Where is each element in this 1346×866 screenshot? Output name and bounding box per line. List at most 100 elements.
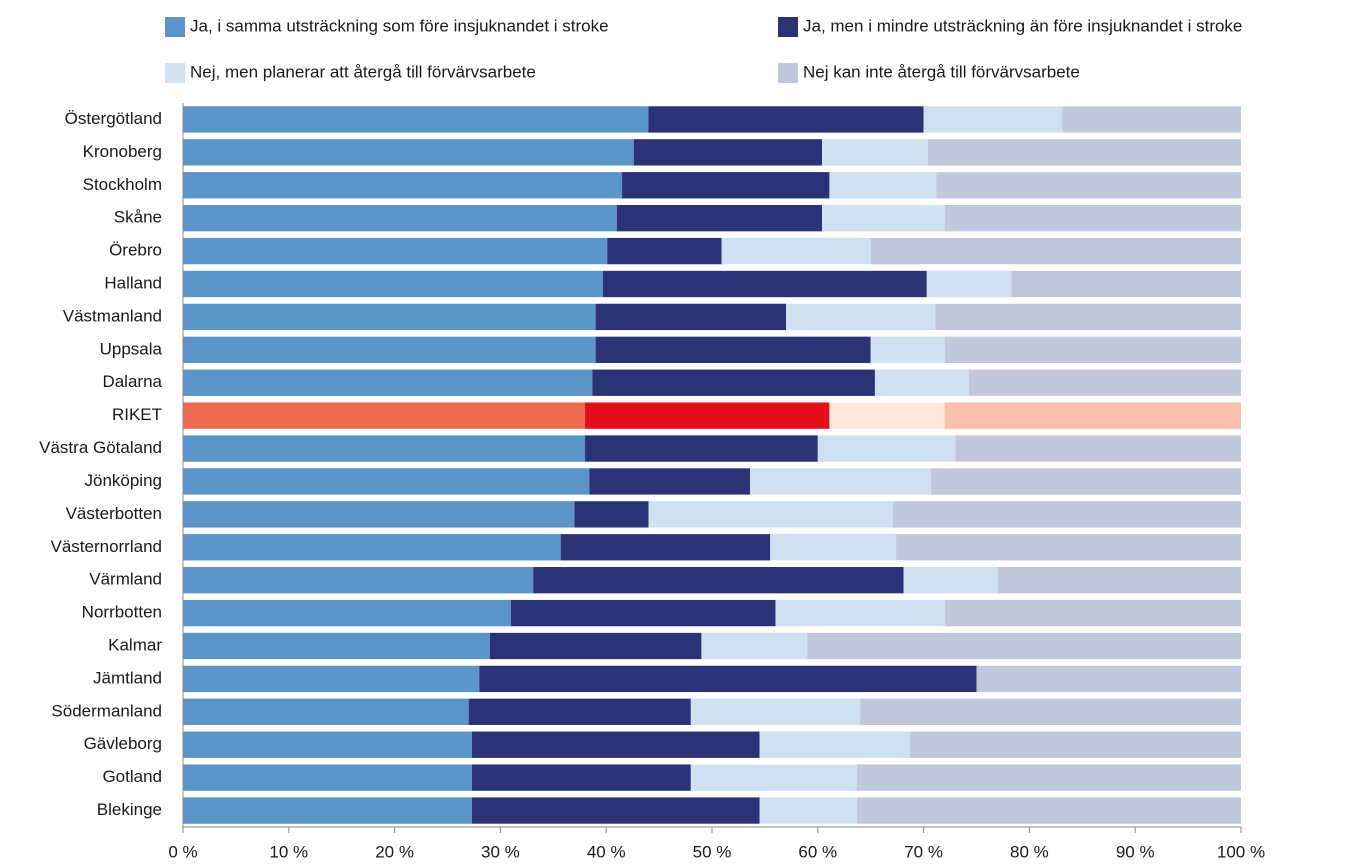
bar-segment — [648, 106, 924, 133]
bar-segment — [903, 567, 998, 594]
y-tick-label: Gotland — [102, 767, 162, 786]
y-tick-label: Västernorrland — [50, 537, 162, 556]
bar-segment — [944, 599, 1241, 627]
legend-label: Ja, i samma utsträckning som före insjuk… — [190, 16, 609, 35]
y-tick-label: Västmanland — [63, 306, 162, 325]
bar-segment — [874, 369, 970, 396]
bar-segment — [183, 237, 608, 265]
bar-segment — [829, 172, 937, 199]
x-tick-label: 70 % — [904, 842, 943, 861]
bar-segment — [183, 501, 575, 528]
bar-segment — [786, 303, 936, 331]
x-tick-label: 100 % — [1217, 842, 1265, 861]
bar-segment — [721, 237, 871, 265]
bar-segment — [183, 369, 593, 396]
bar-segment — [896, 534, 1241, 561]
y-tick-label: Jönköping — [84, 471, 162, 490]
x-tick-label: 30 % — [481, 842, 520, 861]
y-tick-label: Stockholm — [83, 175, 162, 194]
bar-segment — [616, 205, 823, 232]
bar-segment — [471, 731, 760, 758]
x-tick-label: 20 % — [375, 842, 414, 861]
bar-segment — [183, 303, 596, 331]
x-tick-label: 50 % — [693, 842, 732, 861]
bar-segment — [183, 270, 604, 298]
bar-segment — [829, 402, 945, 429]
y-tick-label: Östergötland — [65, 109, 162, 128]
y-tick-label: Värmland — [89, 570, 162, 589]
y-tick-label: Blekinge — [97, 800, 162, 819]
bar-segment — [892, 501, 1241, 528]
bar-segment — [944, 205, 1241, 232]
bar-segment — [489, 632, 702, 660]
bar-segment — [931, 468, 1241, 495]
y-tick-label: Gävleborg — [84, 734, 162, 753]
bar-segment — [183, 172, 623, 199]
bar-segment — [969, 369, 1241, 396]
y-tick-label: Kalmar — [108, 635, 162, 654]
bar-segment — [183, 764, 472, 791]
x-tick-label: 60 % — [798, 842, 837, 861]
bar-segment — [822, 139, 928, 166]
y-tick-label: Skåne — [114, 208, 162, 227]
bar-segment — [603, 270, 927, 298]
bar-segment — [533, 567, 904, 594]
bar-segment — [955, 435, 1241, 462]
bar-segment — [183, 435, 586, 462]
bar-segment — [595, 303, 787, 331]
y-tick-label: Västerbotten — [66, 504, 162, 523]
bar-segment — [860, 698, 1241, 725]
legend-label: Ja, men i mindre utsträckning än före in… — [803, 16, 1242, 35]
x-tick-label: 0 % — [168, 842, 197, 861]
bar-segment — [856, 764, 1241, 791]
bar-segment — [183, 632, 490, 660]
bar-segment — [944, 336, 1241, 363]
bar-segment — [935, 303, 1241, 331]
bar-segment — [560, 534, 771, 561]
x-tick-label: 80 % — [1010, 842, 1049, 861]
bar-segment — [750, 468, 932, 495]
y-tick-label: Dalarna — [102, 372, 162, 391]
bar-segment — [468, 698, 691, 725]
bar-segment — [759, 731, 910, 758]
bar-segment — [870, 237, 1241, 265]
y-tick-label: RIKET — [112, 405, 162, 424]
bar-segment — [622, 172, 830, 199]
bar-segment — [585, 435, 818, 462]
bar-segment — [870, 336, 945, 363]
bar-segment — [183, 665, 480, 693]
legend-swatch — [165, 63, 185, 83]
bar-segment — [183, 468, 590, 495]
bar-segment — [1062, 106, 1241, 133]
bar-segment — [944, 402, 1241, 429]
bar-segment — [589, 468, 751, 495]
bar-segment — [574, 501, 649, 528]
y-tick-label: Jämtland — [93, 668, 162, 687]
bar-segment — [183, 402, 586, 429]
bar-segment — [183, 336, 596, 363]
bar-segment — [183, 567, 534, 594]
bar-segment — [585, 402, 830, 429]
bar-segment — [822, 205, 945, 232]
bar-segment — [592, 369, 875, 396]
bar-segment — [183, 698, 469, 725]
bar-segment — [701, 632, 808, 660]
bar-segment — [997, 567, 1241, 594]
bar-segment — [817, 435, 956, 462]
y-tick-label: Norrbotten — [82, 603, 162, 622]
bar-segment — [690, 764, 857, 791]
bar-segment — [759, 797, 857, 824]
bar-segment — [909, 731, 1241, 758]
legend-label: Nej kan inte återgå till förvärvsarbete — [803, 62, 1080, 81]
bar-segment — [183, 106, 649, 133]
bar-segment — [479, 665, 977, 693]
bar-segment — [183, 205, 617, 232]
legend-swatch — [778, 63, 798, 83]
bar-segment — [775, 599, 945, 627]
x-tick-label: 40 % — [587, 842, 626, 861]
bar-segment — [856, 797, 1241, 824]
legend-swatch — [165, 17, 185, 37]
x-tick-label: 90 % — [1116, 842, 1155, 861]
bar-segment — [648, 501, 893, 528]
